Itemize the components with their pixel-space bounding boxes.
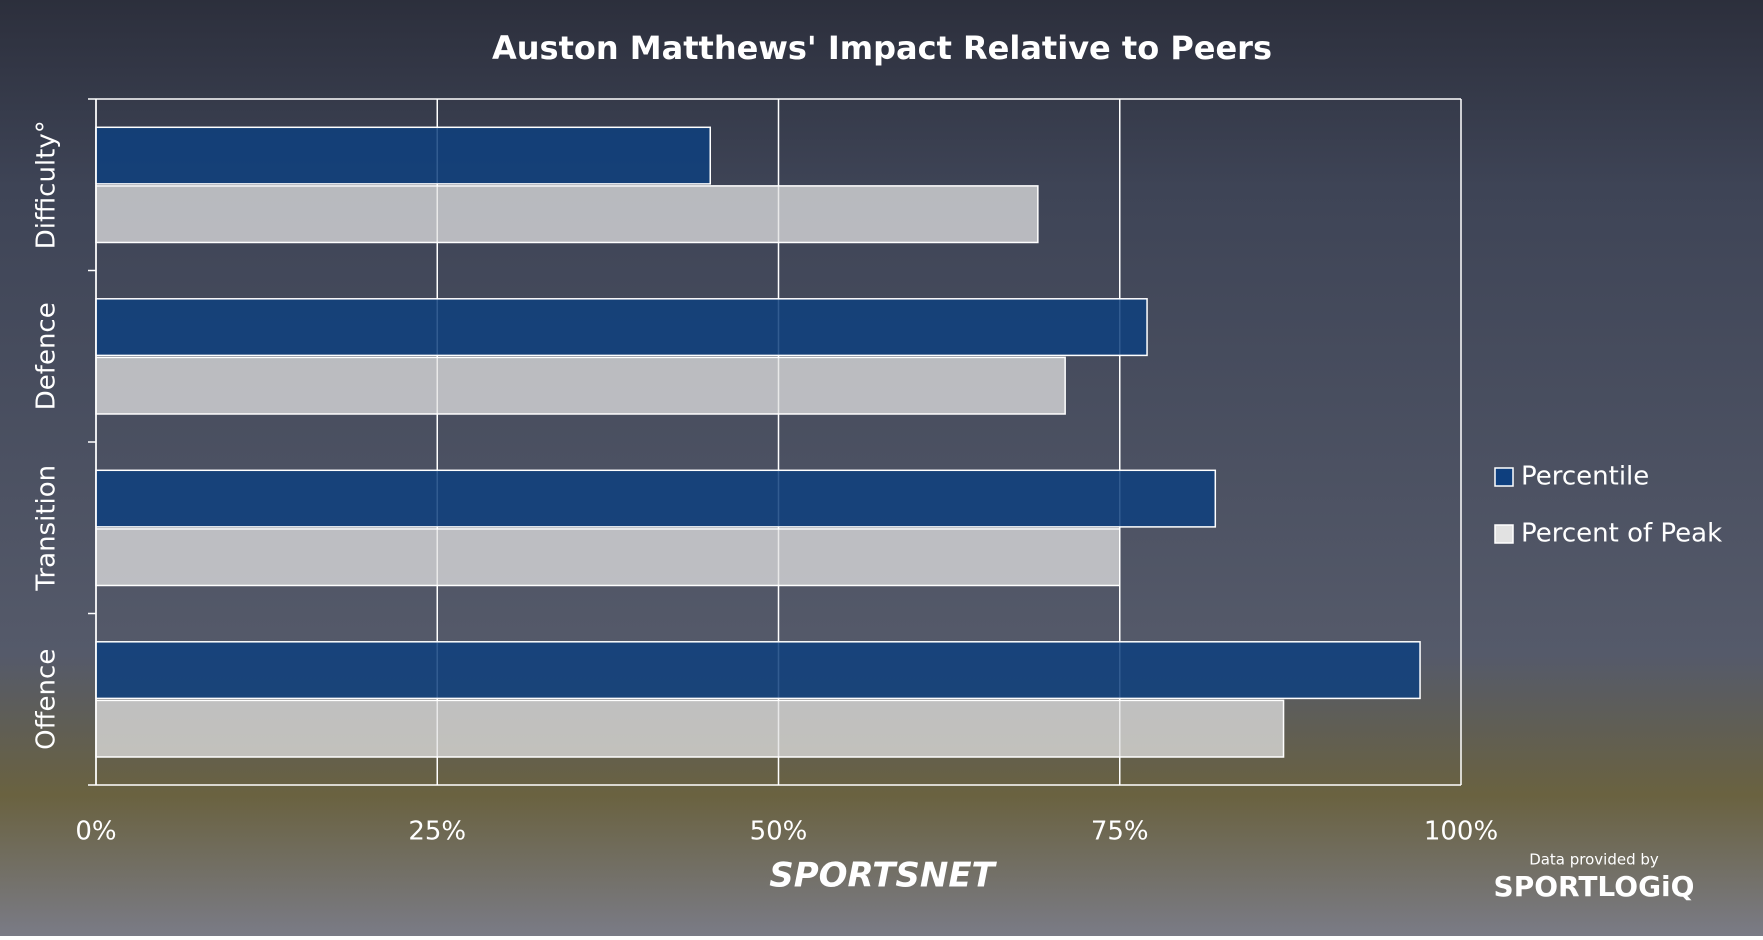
x-tick-label: 25% xyxy=(408,817,466,847)
legend-swatch xyxy=(1494,524,1514,544)
y-tick-label: Difficulty° xyxy=(32,120,62,249)
legend-label: Percent of Peak xyxy=(1521,519,1722,549)
bar xyxy=(95,641,1421,700)
y-tick-label: Offence xyxy=(32,649,62,750)
credit: Data provided by xyxy=(1529,851,1659,869)
bar xyxy=(95,469,1217,528)
x-tick-label: 50% xyxy=(750,817,808,847)
broadcaster-logo: SPORTSNET xyxy=(769,856,997,896)
x-tick-label: 0% xyxy=(75,817,116,847)
bar xyxy=(95,528,1121,587)
bar xyxy=(95,126,711,185)
x-tick-label: 100% xyxy=(1424,817,1498,847)
legend-swatch xyxy=(1494,467,1514,487)
x-tick-label: 75% xyxy=(1091,817,1149,847)
chart-title: Auston Matthews' Impact Relative to Peer… xyxy=(492,29,1272,67)
legend-label: Percentile xyxy=(1521,462,1649,492)
y-tick-label: Defence xyxy=(32,302,62,410)
bar xyxy=(95,699,1285,758)
bar xyxy=(95,185,1039,244)
bar xyxy=(95,298,1148,357)
provider-logo: SPORTLOGiQ xyxy=(1494,870,1695,903)
bar xyxy=(95,356,1066,415)
y-tick-label: Transition xyxy=(32,465,62,592)
